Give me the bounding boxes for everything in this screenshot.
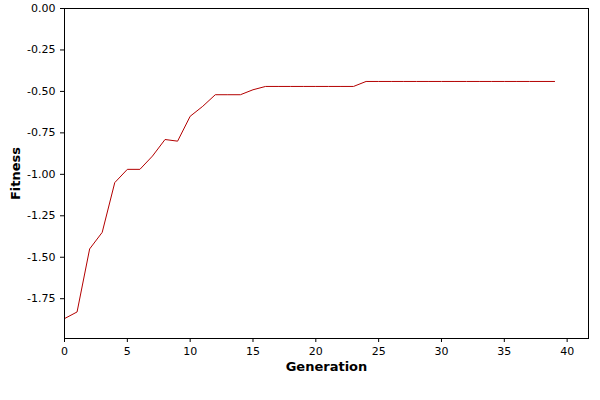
svg-text:-1.50: -1.50: [27, 251, 55, 264]
svg-text:5: 5: [124, 345, 131, 358]
svg-text:-0.25: -0.25: [27, 43, 55, 56]
svg-text:Fitness: Fitness: [8, 147, 23, 200]
svg-text:25: 25: [372, 345, 386, 358]
svg-text:15: 15: [246, 345, 260, 358]
svg-text:30: 30: [434, 345, 448, 358]
svg-text:0: 0: [61, 345, 68, 358]
svg-text:10: 10: [183, 345, 197, 358]
svg-text:35: 35: [497, 345, 511, 358]
svg-text:20: 20: [309, 345, 323, 358]
svg-text:40: 40: [560, 345, 574, 358]
svg-text:-1.25: -1.25: [27, 209, 55, 222]
svg-text:-0.75: -0.75: [27, 126, 55, 139]
svg-text:-1.00: -1.00: [27, 168, 55, 181]
svg-text:Generation: Generation: [286, 359, 368, 374]
svg-text:-0.50: -0.50: [27, 85, 55, 98]
svg-text:0.00: 0.00: [31, 2, 56, 15]
svg-text:-1.75: -1.75: [27, 292, 55, 305]
